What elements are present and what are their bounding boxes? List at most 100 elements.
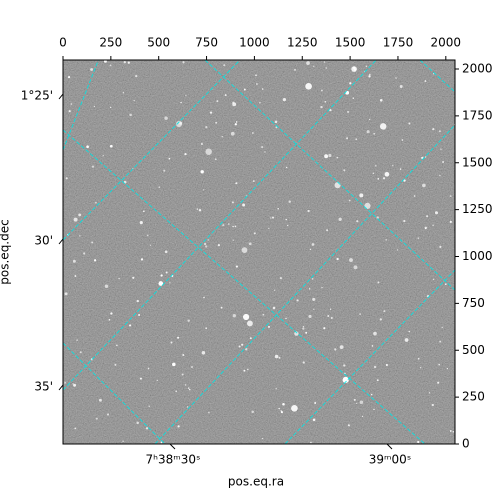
star	[79, 351, 82, 354]
star	[370, 393, 373, 396]
star	[305, 82, 312, 90]
star	[286, 166, 288, 169]
y-tick-label: 500	[462, 343, 485, 357]
star	[109, 64, 112, 67]
star	[160, 441, 163, 444]
star	[417, 237, 420, 240]
star	[379, 318, 382, 321]
star	[373, 365, 377, 369]
star	[245, 348, 248, 351]
star	[452, 430, 455, 433]
star	[403, 219, 406, 223]
star	[408, 122, 411, 125]
y-tick-label: 2000	[462, 62, 493, 76]
star	[187, 387, 190, 389]
star	[338, 217, 342, 221]
star	[313, 308, 315, 310]
y-tick-label: 1250	[462, 202, 493, 216]
star	[234, 225, 237, 228]
star	[377, 281, 380, 284]
star	[133, 99, 135, 102]
star	[170, 341, 173, 344]
y-tick-label: 1750	[462, 108, 493, 122]
star	[149, 244, 152, 246]
star	[311, 243, 315, 246]
star	[424, 226, 428, 230]
star	[123, 61, 126, 64]
star	[220, 306, 223, 309]
star	[336, 156, 339, 159]
star	[238, 345, 241, 348]
star	[68, 110, 71, 113]
star	[296, 299, 299, 302]
star	[182, 61, 185, 64]
star	[449, 195, 452, 197]
star	[280, 411, 283, 414]
image-noise	[63, 60, 455, 444]
star	[147, 367, 150, 370]
star	[267, 325, 271, 328]
star	[434, 211, 439, 215]
star	[307, 209, 310, 213]
star	[207, 239, 209, 241]
star	[305, 331, 308, 334]
star	[351, 66, 357, 72]
star	[432, 128, 435, 131]
wcs-grid-line	[204, 60, 455, 291]
ra-tick-mark	[169, 443, 176, 450]
star	[287, 224, 289, 227]
star	[247, 368, 249, 371]
star	[243, 313, 250, 321]
star	[379, 123, 387, 130]
star	[217, 243, 221, 247]
star	[168, 157, 171, 160]
star	[439, 174, 441, 177]
star	[72, 383, 74, 385]
star	[401, 139, 404, 141]
star	[91, 165, 95, 168]
y-tick-label: 250	[462, 390, 485, 404]
star	[275, 388, 277, 390]
star	[175, 390, 178, 393]
star	[94, 201, 97, 204]
star	[312, 297, 316, 301]
star	[165, 271, 168, 274]
star	[399, 85, 403, 88]
star	[334, 348, 337, 351]
star	[278, 407, 280, 410]
star	[246, 320, 253, 327]
star	[95, 417, 98, 420]
star	[132, 276, 135, 279]
star	[348, 199, 351, 202]
star	[158, 186, 161, 189]
ra-tick-label: 39ᵐ00ˢ	[369, 453, 412, 467]
star	[181, 373, 184, 376]
star	[205, 126, 208, 129]
star	[347, 110, 350, 113]
x-tick-label: 1750	[383, 36, 414, 50]
star	[200, 142, 203, 146]
star	[377, 178, 380, 180]
star	[280, 410, 282, 412]
star	[232, 225, 234, 228]
star	[67, 75, 71, 79]
star	[325, 67, 327, 69]
star	[326, 229, 329, 232]
star	[422, 183, 426, 188]
x-tick-label: 0	[59, 36, 67, 50]
ra-tick-mark	[386, 443, 393, 450]
star	[223, 64, 226, 67]
star	[311, 278, 314, 280]
dec-tick-label: 30'	[34, 234, 53, 248]
star	[242, 203, 246, 207]
star	[145, 427, 149, 430]
star	[127, 61, 130, 64]
star	[432, 224, 434, 227]
star	[86, 145, 89, 149]
star	[139, 377, 142, 380]
dec-tick-mark	[58, 93, 64, 100]
star	[227, 223, 230, 225]
star	[384, 171, 390, 177]
star	[64, 292, 68, 296]
star	[323, 327, 326, 330]
